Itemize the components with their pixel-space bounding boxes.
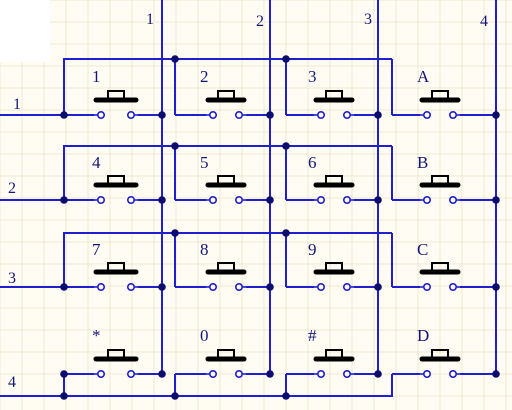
junction-dot [171, 392, 179, 400]
blank-area [0, 0, 50, 62]
junction-dot [158, 370, 166, 378]
junction-dot [282, 55, 290, 63]
column-net-label-4: 4 [480, 13, 488, 30]
junction-dot [158, 111, 166, 119]
key-switch: 5 [200, 153, 247, 205]
key-switch: 8 [200, 240, 247, 291]
junction-dot [60, 196, 68, 204]
key-switch: 1 [92, 67, 139, 120]
key-label: 4 [92, 153, 101, 172]
junction-dot [492, 196, 500, 204]
key-switch: * [92, 326, 139, 378]
key-label: 7 [92, 240, 101, 259]
row4-route-c [286, 374, 393, 397]
key-label: 5 [200, 153, 209, 172]
junction-dot [158, 283, 166, 291]
junction-dot [266, 111, 274, 119]
key-switch: 4 [92, 153, 139, 205]
key-label: B [417, 153, 428, 172]
row-loop-top-3 [63, 232, 392, 287]
key-switch: B [417, 153, 461, 205]
junction-dot [374, 370, 382, 378]
junction-dot [492, 370, 500, 378]
junction-dot [60, 283, 68, 291]
junction-dot [171, 55, 179, 63]
junction-dot [171, 142, 179, 150]
junction-dot [158, 196, 166, 204]
junction-dot [171, 229, 179, 237]
junction-dot [282, 142, 290, 150]
key-switch: 2 [200, 67, 247, 120]
key-label: 3 [308, 67, 317, 86]
key-switch: 0 [200, 326, 247, 378]
row-net-label-3: 3 [8, 270, 16, 287]
junction-dot [282, 392, 290, 400]
column-net-label-3: 3 [364, 11, 372, 28]
row-loop-top-1 [63, 58, 392, 115]
wire-junctions [60, 55, 500, 400]
junction-dot [492, 111, 500, 119]
key-label: 2 [200, 67, 209, 86]
key-switch: 3 [308, 67, 355, 120]
key-switch: 6 [308, 153, 355, 205]
key-label: D [417, 326, 429, 345]
key-label: 6 [308, 153, 317, 172]
junction-dot [60, 392, 68, 400]
key-label: 1 [92, 67, 101, 86]
row4-route-a [64, 374, 176, 397]
junction-dot [60, 370, 68, 378]
junction-dot [266, 370, 274, 378]
key-label: 8 [200, 240, 209, 259]
key-label: # [308, 326, 317, 345]
column-net-label-1: 1 [146, 11, 154, 28]
key-label: C [417, 240, 428, 259]
key-label: A [417, 67, 430, 86]
key-switch: D [417, 326, 461, 378]
key-switch: A [417, 67, 461, 120]
key-label: 9 [308, 240, 317, 259]
junction-dot [266, 196, 274, 204]
key-label: 0 [200, 326, 209, 345]
junction-dot [492, 283, 500, 291]
junction-dot [60, 111, 68, 119]
key-label: * [92, 326, 101, 345]
junction-dot [374, 111, 382, 119]
junction-dot [282, 229, 290, 237]
junction-dot [266, 283, 274, 291]
key-switch: # [308, 326, 355, 378]
key-switch: C [417, 240, 461, 291]
junction-dot [374, 283, 382, 291]
row-net-label-4: 4 [8, 374, 16, 391]
junction-dot [374, 196, 382, 204]
column-net-label-2: 2 [256, 13, 264, 30]
row-net-label-2: 2 [8, 180, 16, 197]
key-switch: 7 [92, 240, 139, 291]
keypad-switches: 1 2 3 A 4 5 6 B 7 8 9 C * 0 # D [92, 67, 461, 378]
row-net-label-1: 1 [13, 96, 21, 113]
key-switch: 9 [308, 240, 355, 291]
